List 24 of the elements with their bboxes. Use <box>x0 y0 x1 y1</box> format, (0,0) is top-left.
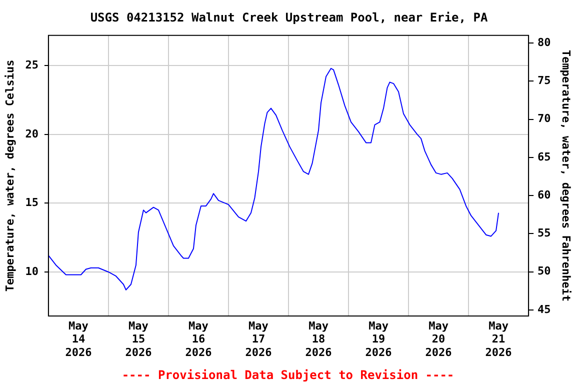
y2-tick-label: 80 <box>538 36 551 49</box>
y2-tick-label: 75 <box>538 74 551 88</box>
x-tick-label: May 21 2026 <box>485 319 512 359</box>
y-tick-label: 15 <box>25 196 38 210</box>
y2-tick-label: 70 <box>538 112 551 126</box>
y2-tick-label: 45 <box>538 302 551 316</box>
y2-tick-label: 55 <box>538 226 551 240</box>
x-tick-label: May 20 2026 <box>425 319 452 359</box>
y2-axis-title: Temperature, water, degrees Fahrenheit <box>560 50 573 302</box>
y-tick-label: 10 <box>25 264 38 278</box>
x-tick-label: May 18 2026 <box>305 319 332 359</box>
y2-tick-label: 50 <box>538 264 551 278</box>
x-tick-label: May 16 2026 <box>185 319 212 359</box>
x-tick-label: May 14 2026 <box>65 319 92 359</box>
x-tick-label: May 15 2026 <box>125 319 152 359</box>
text: ---- Provisional Data Subject to Revision ---- <box>122 368 454 382</box>
y-axis-title: Temperature, water, degrees Celsius <box>3 60 16 292</box>
y2-tick-label: 65 <box>538 150 551 164</box>
x-tick-label: May 19 2026 <box>365 319 392 359</box>
y-tick-label: 20 <box>25 127 38 140</box>
y-tick-label: 25 <box>25 58 38 72</box>
chart-title: USGS 04213152 Walnut Creek Upstream Pool, near Erie, PA <box>90 10 488 24</box>
y2-tick-label: 60 <box>538 188 551 202</box>
x-tick-label: May 17 2026 <box>245 319 272 359</box>
